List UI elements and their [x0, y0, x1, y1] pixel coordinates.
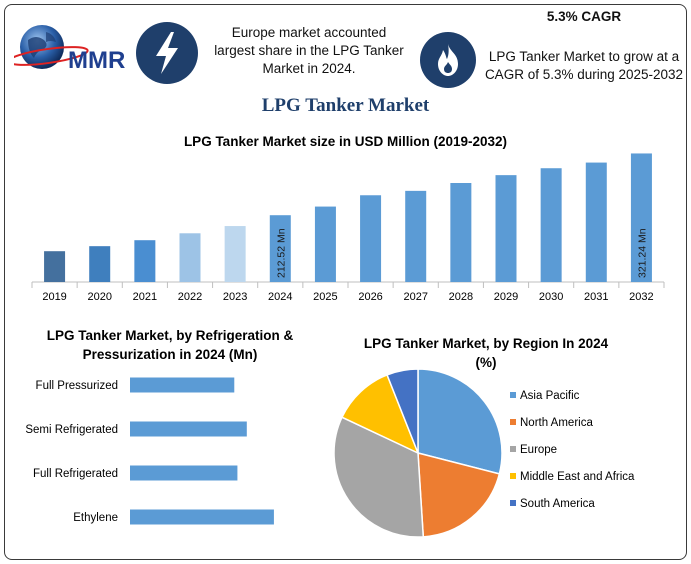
cagr-text: LPG Tanker Market to grow at a CAGR of 5… [484, 48, 684, 84]
legend-swatch-europe [510, 446, 516, 452]
hbar-full-pressurized [130, 377, 235, 393]
region-chart-title: LPG Tanker Market, by Region In 2024 (%) [338, 334, 634, 372]
infographic-frame [4, 4, 687, 560]
x-tick-label-2027: 2027 [403, 291, 427, 303]
europe-share-line-3: Market in 2024. [262, 61, 356, 76]
x-tick-label-2022: 2022 [178, 291, 202, 303]
bar-2025 [314, 206, 336, 282]
europe-share-text: Europe market accounted largest share in… [206, 24, 412, 78]
main-title: LPG Tanker Market [261, 95, 430, 116]
legend-swatch-asia-pacific [510, 392, 516, 398]
x-tick-label-2019: 2019 [42, 291, 66, 303]
x-tick-label-2025: 2025 [313, 291, 337, 303]
bar-2021 [134, 240, 156, 282]
cagr-line-2: CAGR of 5.3% during 2025-2032 [484, 67, 684, 82]
legend-swatch-south-america [510, 500, 516, 506]
category-label-full-pressurized: Full Pressurized [36, 380, 118, 392]
category-label-ethylene: Ethylene [73, 512, 118, 524]
hbar-full-refrigerated [130, 465, 238, 481]
region-title-line-1: LPG Tanker Market, by Region In 2024 [363, 336, 609, 351]
refrigeration-bar-chart: Full Pressurized Semi Refrigerated Full Re… [25, 377, 274, 525]
x-tick-label-2023: 2023 [223, 291, 247, 303]
x-tick-label-2028: 2028 [449, 291, 473, 303]
legend-label-middle-east-and-africa: Middle East and Africa [520, 471, 635, 483]
region-title-line-2: (%) [475, 355, 497, 370]
hbar-semi-refrigerated [130, 421, 247, 437]
cagr-title: 5.3% CAGR [546, 9, 622, 24]
lightning-icon [136, 22, 198, 84]
x-tick-label-2026: 2026 [358, 291, 382, 303]
bar-2031 [585, 162, 607, 282]
refrigeration-chart-title: LPG Tanker Market, by Refrigeration & Pr… [20, 326, 320, 364]
legend-label-asia-pacific: Asia Pacific [520, 390, 580, 402]
bar-2029 [495, 175, 517, 282]
x-tick-label-2024: 2024 [268, 291, 292, 303]
region-pie-chart: Asia Pacific North America Europe Middle Ea… [333, 368, 635, 538]
legend-swatch-north-america [510, 419, 516, 425]
market-size-chart-title: LPG Tanker Market size in USD Million (2… [183, 134, 508, 149]
bar-2028 [450, 183, 472, 282]
data-label-2024: 212.52 Mn [275, 228, 287, 278]
bar-2019 [44, 251, 66, 282]
category-label-full-refrigerated: Full Refrigerated [33, 468, 118, 480]
flame-icon [420, 32, 476, 88]
x-tick-label-2031: 2031 [584, 291, 608, 303]
bar-2024 [269, 215, 291, 282]
x-tick-label-2029: 2029 [494, 291, 518, 303]
legend-label-south-america: South America [520, 498, 595, 510]
bar-2030 [540, 168, 562, 282]
logo-text: MMR [68, 47, 125, 74]
category-label-semi-refrigerated: Semi Refrigerated [25, 424, 118, 436]
pie-slice-north-america [417, 452, 501, 538]
bar-2032 [630, 153, 652, 282]
bar-2023 [224, 226, 246, 282]
bar-2027 [405, 190, 427, 282]
legend-swatch-middle-east-and-africa [510, 473, 516, 479]
pie-slice-europe [333, 416, 425, 538]
bar-2022 [179, 233, 201, 282]
europe-share-line-2: largest share in the LPG Tanker [214, 43, 404, 58]
legend-label-europe: Europe [520, 444, 557, 456]
x-tick-label-2021: 2021 [133, 291, 157, 303]
pie-slice-south-america [386, 368, 419, 454]
bar-2020 [89, 246, 111, 282]
mmr-logo: MMR [7, 22, 132, 78]
bar-2026 [360, 195, 382, 282]
x-tick-label-2020: 2020 [87, 291, 111, 303]
europe-share-line-1: Europe market accounted [231, 25, 387, 40]
x-tick-label-2030: 2030 [539, 291, 563, 303]
refrigeration-title-line-1: LPG Tanker Market, by Refrigeration & [46, 328, 294, 343]
data-label-2032: 321.24 Mn [636, 228, 648, 278]
x-tick-label-2032: 2032 [629, 291, 653, 303]
legend-label-north-america: North America [520, 417, 593, 429]
market-size-bar-chart: 2019 2020 2021 2022 2023 2024 212.52 Mn 2025 202… [31, 153, 665, 303]
cagr-line-1: LPG Tanker Market to grow at a [488, 49, 680, 64]
pie-slice-middle-east-and-africa [340, 373, 420, 455]
refrigeration-title-line-2: Pressurization in 2024 (Mn) [82, 347, 258, 362]
hbar-ethylene [130, 509, 274, 525]
pie-slice-asia-pacific [417, 368, 503, 475]
